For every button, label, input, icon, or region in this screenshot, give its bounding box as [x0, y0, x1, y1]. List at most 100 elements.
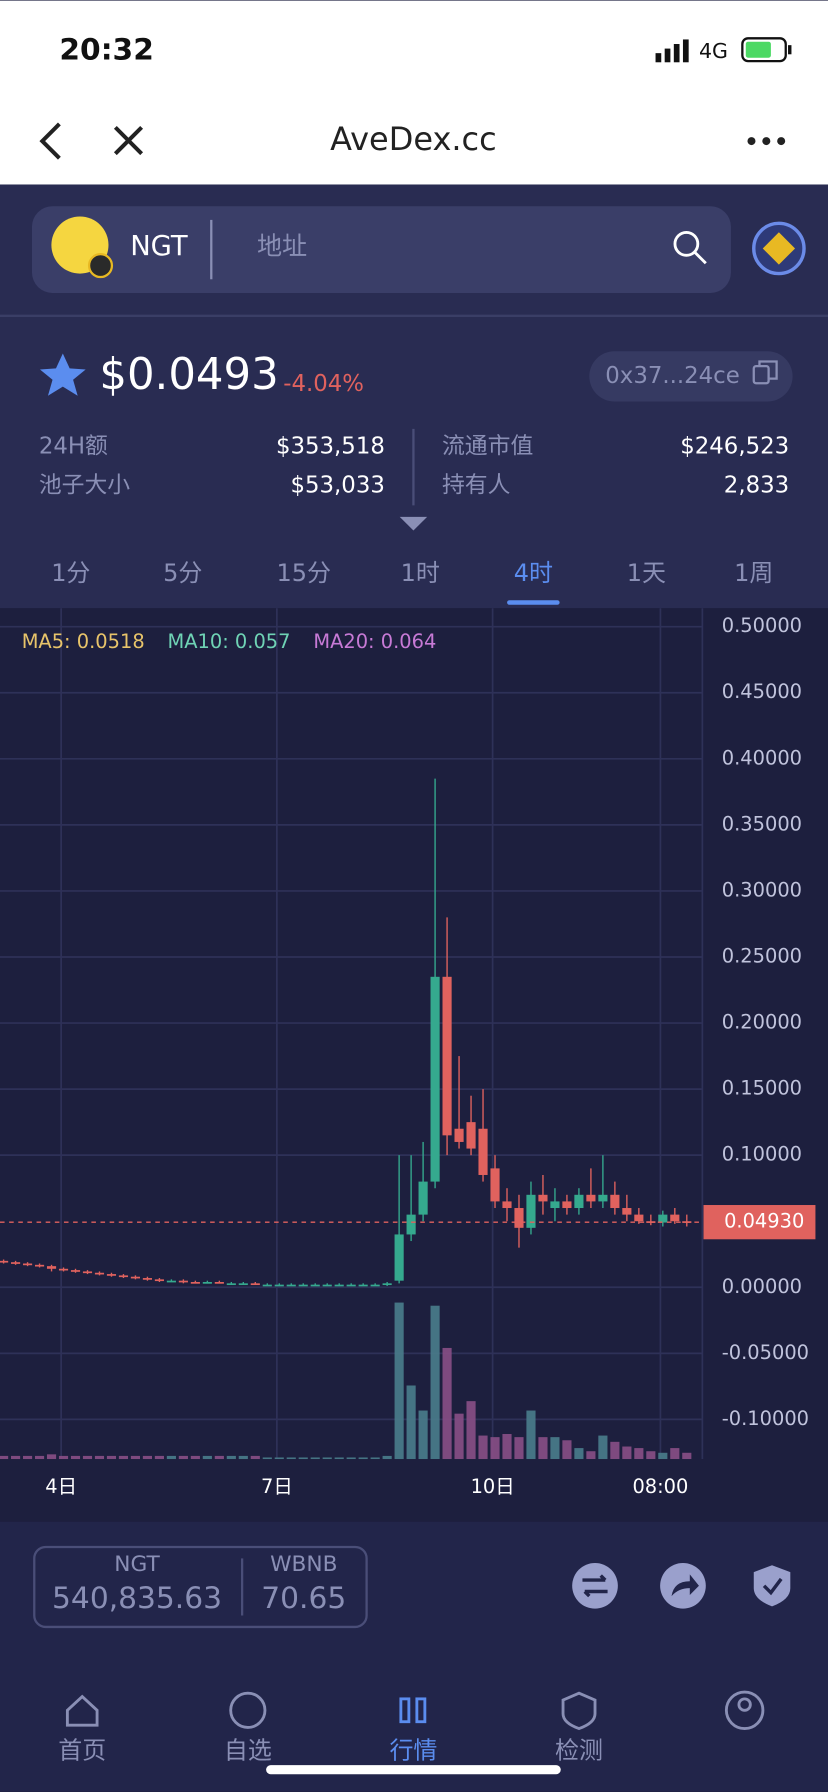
signal-icon — [655, 39, 689, 63]
y-tick-label: -0.10000 — [722, 1407, 809, 1430]
y-tick-label: 0.15000 — [722, 1077, 802, 1100]
ma-legend: MA20: 0.064 — [313, 630, 436, 653]
contract-address: 0x37...24ce — [605, 363, 740, 389]
favorite-star[interactable] — [39, 353, 86, 396]
tabbar-label[interactable]: 首页 — [58, 1736, 106, 1764]
volume-bar — [34, 1455, 45, 1460]
volume-bar — [11, 1455, 21, 1460]
volume-bar — [154, 1455, 164, 1460]
share-button[interactable] — [660, 1562, 706, 1609]
candle-body — [82, 1271, 93, 1274]
volume-bar — [118, 1455, 129, 1460]
candle-body — [34, 1264, 45, 1267]
stat-label: 流通市值 — [442, 434, 533, 460]
copy-icon[interactable] — [752, 360, 778, 385]
y-tick-label: 0.45000 — [722, 680, 802, 703]
home-indicator — [266, 1765, 561, 1775]
volume-bar — [562, 1440, 572, 1460]
last-price-label: 0.04930 — [724, 1210, 804, 1233]
volume-bar — [58, 1455, 69, 1460]
candle-body — [658, 1214, 668, 1223]
interval-tab[interactable]: 4时 — [514, 559, 553, 587]
volume-bar — [502, 1434, 512, 1460]
volume-bar — [202, 1455, 212, 1460]
last-price-tag — [703, 1205, 816, 1240]
y-tick-label: -0.05000 — [722, 1341, 809, 1364]
stat-label: 24H额 — [39, 434, 108, 460]
candle-body — [490, 1168, 500, 1202]
battery-icon — [741, 37, 792, 63]
back-button[interactable] — [39, 122, 61, 160]
candle-body — [0, 1260, 9, 1263]
volume-bar — [46, 1454, 57, 1460]
ma-legend: MA10: 0.057 — [168, 630, 291, 653]
interval-tab[interactable]: 15分 — [277, 559, 331, 587]
interval-tab[interactable]: 1天 — [627, 559, 666, 587]
interval-tab[interactable]: 1时 — [401, 559, 440, 587]
security-button[interactable] — [753, 1565, 791, 1607]
interval-tab[interactable]: 1分 — [51, 559, 90, 587]
volume-bar — [658, 1452, 668, 1460]
volume-bar — [250, 1455, 260, 1460]
candle-body — [502, 1201, 512, 1209]
address-pill[interactable] — [589, 351, 793, 402]
interval-tab[interactable]: 1周 — [734, 559, 773, 587]
candle-body — [670, 1214, 680, 1222]
candle-body — [154, 1279, 164, 1282]
more-button[interactable] — [747, 137, 786, 146]
close-button[interactable] — [113, 125, 144, 156]
y-tick-label: 0.30000 — [722, 878, 802, 901]
volume-bar — [418, 1410, 428, 1460]
tabbar-label[interactable]: 检测 — [555, 1736, 603, 1764]
volume-bar — [610, 1441, 620, 1460]
volume-bar — [430, 1305, 440, 1460]
x-tick-label: 7日 — [261, 1475, 293, 1498]
candle-body — [622, 1208, 632, 1215]
candle-body — [298, 1284, 308, 1287]
candle-body — [118, 1275, 129, 1278]
y-tick-label: 0.20000 — [722, 1011, 802, 1034]
candle-body — [454, 1128, 464, 1142]
search-icon[interactable] — [673, 231, 707, 265]
candle-body — [394, 1234, 404, 1281]
candle-body — [190, 1282, 200, 1284]
candle-body — [550, 1201, 560, 1209]
volume-bar — [166, 1455, 176, 1460]
candle-body — [358, 1284, 368, 1287]
volume-bar — [466, 1401, 476, 1460]
candle-body — [11, 1262, 21, 1264]
candle-body — [178, 1280, 188, 1283]
candle-body — [586, 1194, 596, 1202]
x-tick-label: 08:00 — [632, 1475, 688, 1498]
top-bar — [0, 0, 828, 185]
candle-body — [538, 1194, 548, 1202]
network: 4G — [699, 39, 728, 63]
search-box[interactable] — [31, 206, 731, 293]
x-tick-label: 10日 — [471, 1475, 515, 1498]
volume-bar — [526, 1410, 536, 1460]
candle-body — [250, 1283, 260, 1286]
volume-bar — [442, 1347, 452, 1460]
tabbar-label[interactable]: 自选 — [224, 1736, 272, 1764]
volume-bar — [226, 1455, 236, 1460]
candle-body — [46, 1266, 57, 1269]
candle-body — [562, 1201, 572, 1209]
expand-arrow[interactable] — [399, 516, 428, 531]
y-tick-label: 0.10000 — [722, 1143, 802, 1166]
volume-bar — [298, 1457, 308, 1460]
volume-bar — [646, 1451, 656, 1460]
volume-bar — [454, 1413, 464, 1460]
interval-tab[interactable]: 5分 — [163, 559, 202, 587]
ma-legend: MA5: 0.0518 — [22, 630, 145, 653]
candle-body — [286, 1284, 296, 1287]
candle-body — [58, 1268, 69, 1271]
volume-bar — [310, 1457, 320, 1460]
tabbar-label[interactable]: 行情 — [389, 1736, 437, 1764]
balance-amount: 540,835.63 — [52, 1581, 222, 1616]
volume-bar — [0, 1455, 9, 1460]
candle-body — [478, 1128, 488, 1175]
volume-bar — [586, 1451, 596, 1460]
swap-button[interactable] — [572, 1562, 618, 1609]
balance-box — [33, 1545, 368, 1629]
volume-bar — [94, 1455, 105, 1460]
